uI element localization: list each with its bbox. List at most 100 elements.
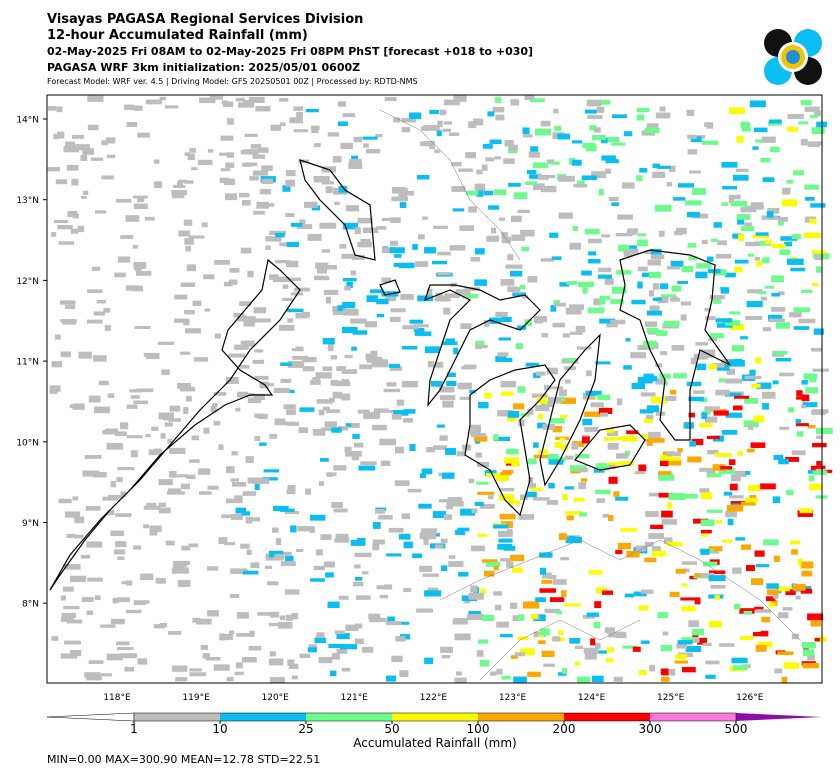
rain-cell xyxy=(291,222,303,227)
rain-cell xyxy=(66,533,76,538)
rain-cell xyxy=(386,382,397,387)
rain-cell xyxy=(338,101,347,107)
rain-cell xyxy=(799,508,813,514)
rain-cell xyxy=(725,510,737,518)
rain-cell xyxy=(261,165,273,172)
rain-cell xyxy=(725,272,736,278)
rain-cell xyxy=(181,545,191,551)
rain-cell xyxy=(274,553,285,560)
rain-cell xyxy=(64,141,75,149)
rain-cell xyxy=(327,132,339,137)
rain-cell xyxy=(315,262,329,269)
rain-cell xyxy=(812,282,819,287)
rain-cell xyxy=(803,232,821,239)
rain-cell xyxy=(183,219,193,226)
rain-cell xyxy=(600,137,608,144)
rain-cell xyxy=(655,378,666,385)
rain-cell xyxy=(129,389,142,393)
rain-cell xyxy=(721,429,738,435)
rain-cell xyxy=(264,565,273,569)
rain-cell xyxy=(388,527,404,533)
rain-cell xyxy=(681,637,695,642)
rain-cell xyxy=(559,437,566,441)
rain-cell xyxy=(349,159,362,164)
rain-cell xyxy=(372,522,381,529)
rain-cell xyxy=(640,589,654,594)
rain-cell xyxy=(534,128,552,136)
rain-cell xyxy=(533,315,548,322)
rain-cell xyxy=(483,190,494,196)
rain-cell xyxy=(804,106,820,112)
rain-cell xyxy=(693,390,705,394)
rain-cell xyxy=(645,414,654,419)
rain-cell xyxy=(725,412,743,418)
rain-cell xyxy=(615,436,630,441)
lat-label: 8°N xyxy=(22,600,39,610)
rain-cell xyxy=(383,388,401,393)
rain-cell xyxy=(650,254,665,260)
rain-cell xyxy=(81,597,94,602)
rain-cell xyxy=(314,637,326,644)
rain-cell xyxy=(648,492,661,497)
rain-cell xyxy=(282,297,293,302)
rain-cell xyxy=(705,316,716,321)
rain-cell xyxy=(708,575,726,582)
rain-cell xyxy=(564,455,574,460)
rain-cell xyxy=(443,307,451,315)
rain-cell xyxy=(796,396,809,400)
rain-cell xyxy=(700,519,715,527)
rain-cell xyxy=(591,650,608,654)
rain-cell xyxy=(236,632,253,637)
rain-cell xyxy=(85,506,101,511)
rain-cell xyxy=(275,232,285,238)
rain-cell xyxy=(588,238,602,244)
rain-cell xyxy=(636,175,643,182)
rain-cell xyxy=(254,375,269,380)
rain-cell xyxy=(489,317,502,324)
rain-cell xyxy=(60,616,74,622)
rain-cell xyxy=(708,363,717,370)
rain-cell xyxy=(559,282,570,287)
rain-cell xyxy=(668,493,685,500)
rain-cell xyxy=(670,260,684,267)
rain-cell xyxy=(688,256,698,261)
rain-cell xyxy=(212,403,218,407)
rain-cell xyxy=(645,511,659,518)
rain-cell xyxy=(506,561,514,568)
rain-cell xyxy=(81,195,87,199)
rain-cell xyxy=(587,114,603,119)
rain-cell xyxy=(94,595,101,601)
rain-cell xyxy=(240,150,247,155)
rain-cell xyxy=(409,319,423,324)
rain-cell xyxy=(242,570,259,575)
rain-cell xyxy=(634,471,646,475)
rain-cell xyxy=(180,282,195,287)
rain-cell xyxy=(402,325,419,330)
rain-cell xyxy=(721,202,728,207)
rain-cell xyxy=(525,362,539,367)
rain-cell xyxy=(298,427,309,433)
rain-cell xyxy=(729,483,738,491)
rain-cell xyxy=(308,644,317,650)
rain-cell xyxy=(530,146,539,152)
rain-cell xyxy=(115,513,132,517)
rain-cell xyxy=(584,427,599,432)
rain-cell xyxy=(360,461,377,466)
rain-cell xyxy=(321,249,330,253)
rain-cell xyxy=(403,588,412,593)
rain-cell xyxy=(172,184,185,189)
rain-cell xyxy=(767,122,782,126)
rain-cell xyxy=(809,483,823,491)
rain-cell xyxy=(807,141,820,148)
lon-label: 124°E xyxy=(578,693,606,703)
rain-cell xyxy=(61,612,77,619)
rain-cell xyxy=(675,568,686,574)
rain-cell xyxy=(732,174,749,181)
rain-cell xyxy=(70,228,79,234)
rain-cell xyxy=(325,186,333,194)
rain-cell xyxy=(59,300,76,305)
rain-cell xyxy=(498,487,515,492)
rain-cell xyxy=(158,507,171,514)
rain-cell xyxy=(735,168,749,173)
rain-cell xyxy=(429,109,439,115)
